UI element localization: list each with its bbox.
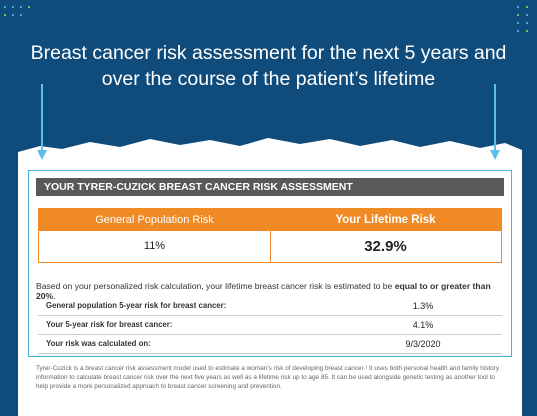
arrows bbox=[37, 84, 500, 160]
summary-emphasis: equal to or greater than 20% bbox=[36, 281, 491, 301]
risk-value: 32.9% bbox=[364, 238, 407, 255]
title: Breast cancer risk assessment for the ne… bbox=[30, 42, 507, 90]
risk-value: 11% bbox=[39, 231, 271, 262]
summary-text: Based on your personalized risk calculat… bbox=[36, 281, 395, 291]
row-label: Your risk was calculated on: bbox=[46, 339, 151, 348]
report-card bbox=[28, 170, 512, 357]
risk-table: General Population Risk Your Lifetime Ri… bbox=[38, 208, 502, 263]
row-label: Your 5-year risk for breast cancer: bbox=[46, 320, 173, 329]
column-header: Your Lifetime Risk bbox=[270, 209, 501, 231]
row-value: 1.3% bbox=[412, 301, 434, 311]
row-label: General population 5-year risk for breas… bbox=[46, 301, 227, 310]
detail-row: Your 5-year risk for breast cancer: 4.1% bbox=[38, 316, 502, 335]
footnote: Tyrer-Cuzick is a breast cancer risk ass… bbox=[36, 365, 500, 390]
dots bbox=[4, 6, 528, 32]
summary: Based on your personalized risk calculat… bbox=[36, 281, 511, 301]
detail-row: General population 5-year risk for breas… bbox=[38, 297, 502, 316]
row-value: 4.1% bbox=[412, 320, 434, 330]
report-heading: YOUR TYRER-CUZICK BREAST CANCER RISK ASS… bbox=[36, 178, 504, 196]
column-header: General Population Risk bbox=[39, 209, 270, 231]
detail-row: Your risk was calculated on: 9/3/2020 bbox=[38, 335, 502, 354]
row-value: 9/3/2020 bbox=[405, 339, 441, 349]
summary-end: . bbox=[53, 291, 56, 301]
